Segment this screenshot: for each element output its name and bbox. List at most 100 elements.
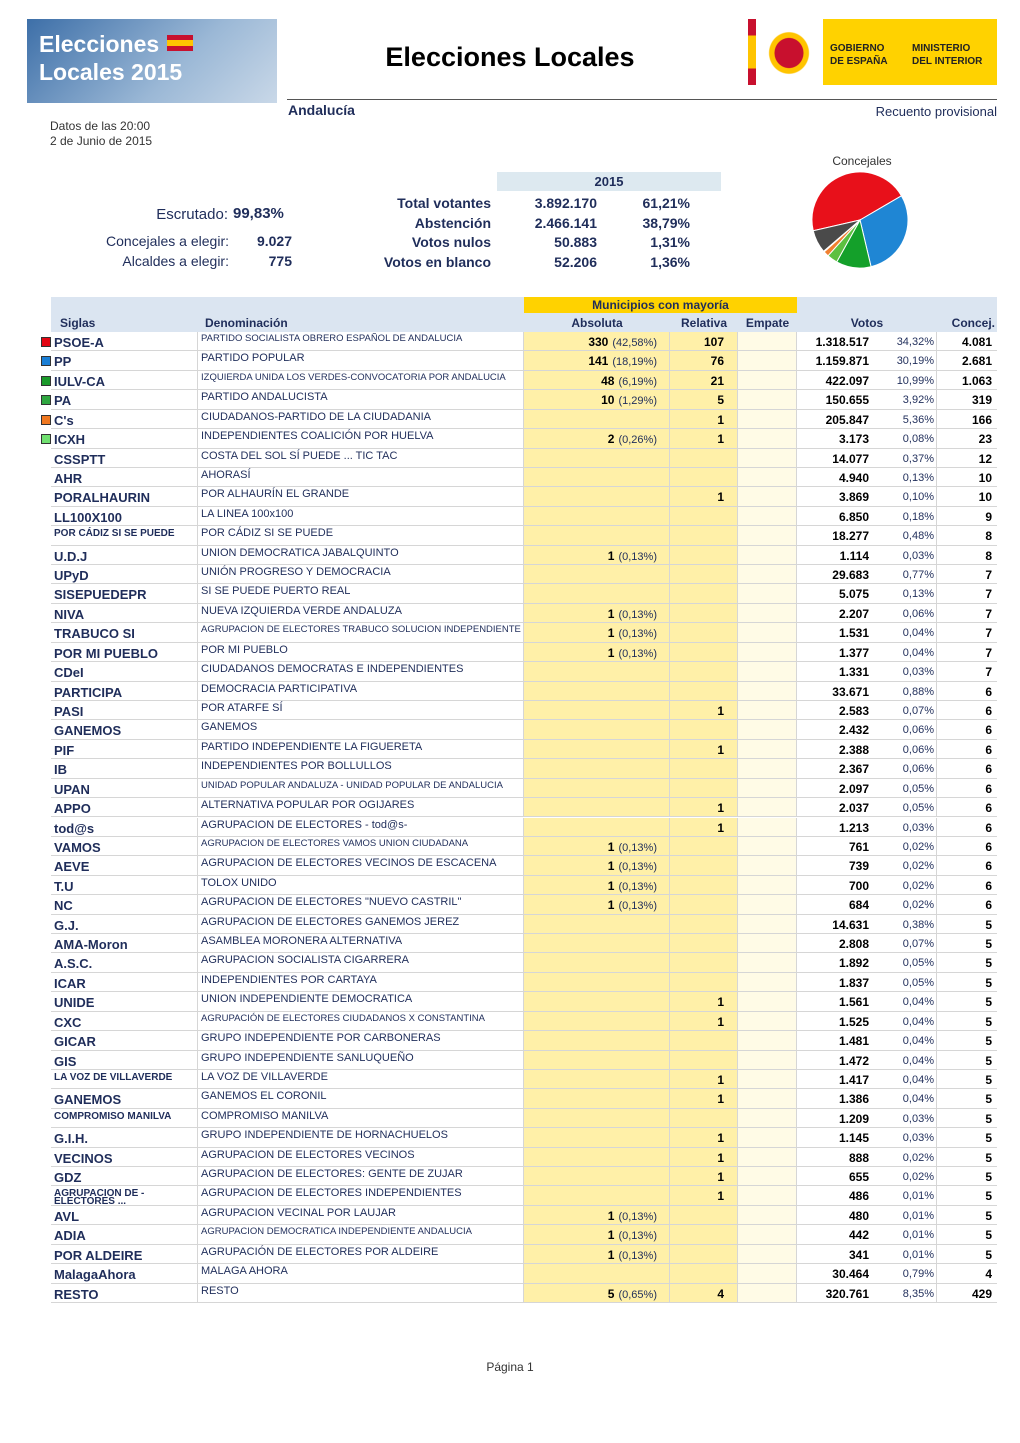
- absoluta-cell: [524, 1186, 670, 1205]
- votos: 2.367: [838, 762, 869, 777]
- absoluta-value: 1: [607, 1228, 615, 1243]
- concejales: 7: [985, 645, 992, 660]
- siglas: NIVA: [54, 606, 85, 622]
- votos-cell: 2.037 0,05%: [797, 798, 937, 817]
- table-row: ICAR INDEPENDIENTES POR CARTAYA 1.837 0,05%…: [51, 972, 997, 993]
- siglas: IB: [54, 762, 67, 778]
- concejales-cell: 10: [937, 487, 997, 506]
- header-bg: [797, 297, 997, 313]
- votos-cell: 2.808 0,07%: [797, 934, 937, 953]
- relativa-cell: 1: [670, 817, 738, 836]
- absoluta-pct: (6,19%): [618, 375, 657, 388]
- siglas-cell: PORALHAURIN: [51, 487, 198, 506]
- empate-cell: [738, 856, 797, 875]
- denominacion: AGRUPACION DE ELECTORES TRABUCO SOLUCION…: [201, 624, 521, 636]
- table-row: AMA-Moron ASAMBLEA MORONERA ALTERNATIVA 2.…: [51, 934, 997, 954]
- empate-cell: [738, 1225, 797, 1244]
- absoluta-value: 1: [607, 839, 615, 854]
- absoluta-pct: (0,13%): [618, 880, 657, 893]
- concejales: 429: [971, 1286, 992, 1301]
- concejales-cell: 5: [937, 1167, 997, 1186]
- siglas: A.S.C.: [54, 956, 93, 972]
- denominacion-cell: POR MI PUEBLO: [198, 642, 524, 662]
- party-color: [41, 337, 51, 347]
- denominacion: AGRUPACIÓN DE ELECTORES POR ALDEIRE: [201, 1245, 439, 1258]
- absoluta: 1 (0,13%): [608, 549, 657, 563]
- absoluta-value: 1: [607, 1247, 615, 1262]
- votos-cell: 14.631 0,38%: [797, 914, 937, 933]
- empate-cell: [738, 1089, 797, 1108]
- absoluta-value: 1: [607, 626, 615, 641]
- denominacion-cell: AGRUPACIÓN DE ELECTORES CIUDADANOS X CON…: [198, 1011, 524, 1031]
- absoluta-pct: (0,13%): [618, 608, 657, 621]
- relativa: 1: [717, 1170, 724, 1185]
- votos-pct: 0,01%: [902, 1229, 934, 1242]
- table-row: PP PARTIDO POPULAR 141 (18,19%) 76 1.159.871 3…: [51, 351, 997, 371]
- concejales-cell: 5: [937, 914, 997, 933]
- concejales: 6: [985, 859, 992, 874]
- logo: Elecciones Locales 2015: [27, 19, 277, 103]
- absoluta-cell: 1 (0,13%): [524, 623, 670, 642]
- table-row: CSSPTT COSTA DEL SOL SÍ PUEDE ... TIC TAC…: [51, 448, 997, 468]
- concejales-cell: 5: [937, 1244, 997, 1264]
- absoluta-cell: 1 (0,13%): [524, 875, 670, 895]
- denominacion: AGRUPACION DE ELECTORES VAMOS UNION CIUD…: [201, 837, 469, 849]
- relativa-cell: [670, 778, 738, 798]
- relativa-cell: 1: [670, 429, 738, 448]
- votos-pct: 0,01%: [902, 1190, 934, 1203]
- absoluta-cell: [524, 1128, 670, 1147]
- absoluta-value: 1: [607, 859, 615, 874]
- absoluta-value: 1: [607, 898, 615, 913]
- denominacion: PARTIDO ANDALUCISTA: [201, 391, 328, 404]
- concejales: 319: [971, 393, 992, 408]
- relativa-cell: 1: [670, 1128, 738, 1147]
- denominacion: GRUPO INDEPENDIENTE SANLUQUEÑO: [201, 1051, 414, 1064]
- header-row: [51, 313, 997, 332]
- relativa: 1: [717, 820, 724, 835]
- empate-cell: [738, 1264, 797, 1283]
- denominacion-cell: PARTIDO INDEPENDIENTE LA FIGUERETA: [198, 739, 524, 759]
- concejales-cell: 5: [937, 1186, 997, 1205]
- concejales-cell: 5: [937, 1069, 997, 1089]
- empate-cell: [738, 565, 797, 584]
- votos: 1.417: [838, 1072, 869, 1087]
- relativa: 1: [717, 412, 724, 427]
- absoluta-cell: [524, 487, 670, 506]
- siglas: RESTO: [54, 1286, 99, 1302]
- table-row: CXC AGRUPACIÓN DE ELECTORES CIUDADANOS X …: [51, 1011, 997, 1032]
- votos: 1.318.517: [815, 335, 869, 349]
- siglas: NC: [54, 898, 73, 914]
- relativa-cell: 1: [670, 1147, 738, 1167]
- flag-stripe: [748, 19, 756, 85]
- relativa-cell: 1: [670, 739, 738, 759]
- concejales: 6: [985, 801, 992, 816]
- empate-cell: [738, 759, 797, 778]
- denominacion-cell: SI SE PUEDE PUERTO REAL: [198, 584, 524, 603]
- gov-text: DEL INTERIOR: [912, 56, 983, 67]
- absoluta-value: 5: [607, 1286, 615, 1301]
- absoluta-cell: [524, 409, 670, 429]
- relativa-cell: [670, 934, 738, 953]
- empate-cell: [738, 895, 797, 914]
- concejales-cell: 6: [937, 700, 997, 720]
- concejales-cell: 6: [937, 817, 997, 836]
- denominacion: PARTIDO INDEPENDIENTE LA FIGUERETA: [201, 740, 423, 753]
- denominacion: AGRUPACION DE ELECTORES INDEPENDIENTES: [201, 1187, 462, 1200]
- votos: 480: [848, 1208, 869, 1223]
- empate-cell: [738, 953, 797, 972]
- denominacion-cell: GRUPO INDEPENDIENTE SANLUQUEÑO: [198, 1050, 524, 1069]
- siglas: APPO: [54, 801, 91, 817]
- absoluta-cell: [524, 934, 670, 953]
- relativa-cell: [670, 506, 738, 526]
- empate-cell: [738, 662, 797, 681]
- siglas-cell: PARTICIPA: [51, 681, 198, 700]
- gov-panel: [823, 19, 997, 85]
- concejales-cell: 166: [937, 409, 997, 429]
- concejales: 5: [985, 917, 992, 932]
- votos-pct: 0,06%: [902, 724, 934, 737]
- empate-cell: [738, 875, 797, 895]
- column-header: Absoluta: [571, 316, 623, 330]
- denominacion-cell: ASAMBLEA MORONERA ALTERNATIVA: [198, 934, 524, 953]
- votos-cell: 1.318.517 34,32%: [797, 332, 937, 351]
- votos-cell: 1.331 0,03%: [797, 662, 937, 681]
